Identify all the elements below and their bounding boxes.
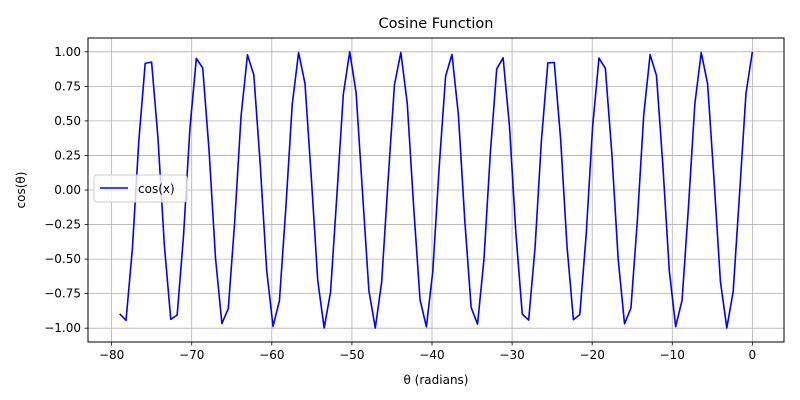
x-tick-label: −70 <box>179 348 204 362</box>
y-tick-label: 0.50 <box>54 114 81 128</box>
y-tick-label: −0.50 <box>44 252 81 266</box>
x-tick-label: −80 <box>99 348 124 362</box>
x-axis-title: θ (radians) <box>404 373 469 387</box>
x-tick-label: −20 <box>580 348 605 362</box>
chart-title: Cosine Function <box>379 16 494 32</box>
x-tick-label: −50 <box>339 348 364 362</box>
y-tick-label: 0.75 <box>54 79 81 93</box>
grid-lines <box>88 38 784 342</box>
x-tick-label: −30 <box>499 348 524 362</box>
y-tick-label: 1.00 <box>54 45 81 59</box>
x-tick-label: 0 <box>749 348 757 362</box>
legend-label: cos(x) <box>138 182 175 196</box>
y-tick-label: 0.25 <box>54 148 81 162</box>
series-layer <box>119 51 754 329</box>
legend: cos(x) <box>93 174 188 203</box>
x-tick-label: −10 <box>660 348 685 362</box>
series-line-cos <box>119 51 754 329</box>
y-tick-label: −0.75 <box>44 287 81 301</box>
x-tick-label: −40 <box>419 348 444 362</box>
y-tick-label: −1.00 <box>44 321 81 335</box>
y-axis-title: cos(θ) <box>14 172 28 209</box>
y-tick-label: −0.25 <box>44 218 81 232</box>
axis-ticks: −80 −70 −60 −50 −40 −30 −20 −10 0 −1.00 −0.75 −0.50… <box>44 45 756 362</box>
legend-box <box>93 174 188 203</box>
x-tick-label: −60 <box>259 348 284 362</box>
y-tick-label: 0.00 <box>54 183 81 197</box>
